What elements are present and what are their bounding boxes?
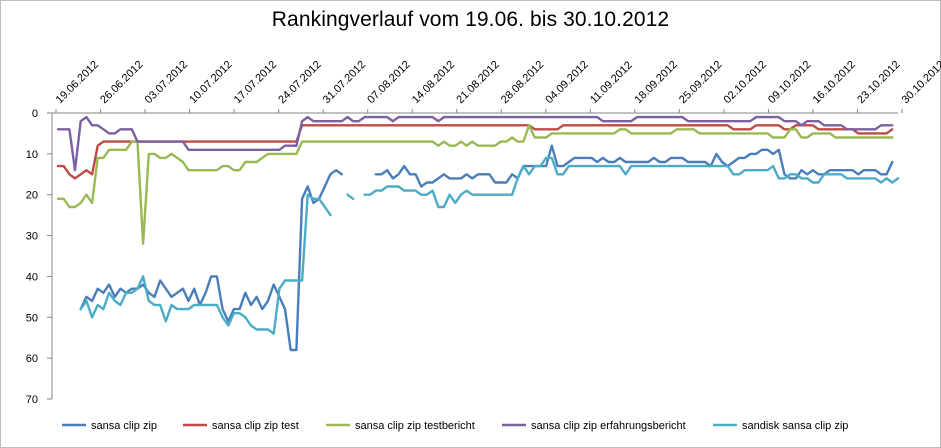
x-tick-label: 09.10.2012 xyxy=(766,59,813,106)
y-tick-label: 40 xyxy=(26,271,38,283)
y-tick-label: 60 xyxy=(26,353,38,365)
y-tick-label: 30 xyxy=(26,231,38,243)
x-tick-label: 21.08.2012 xyxy=(454,59,501,106)
series-group xyxy=(56,115,900,352)
x-tick-label: 19.06.2012 xyxy=(54,59,101,106)
y-tick-label: 50 xyxy=(26,312,38,324)
x-tick-label: 10.07.2012 xyxy=(187,59,234,106)
series-line-sansa-clip-zip xyxy=(79,144,894,352)
x-tick-label: 03.07.2012 xyxy=(143,59,190,106)
x-tick-label: 30.10.2012 xyxy=(900,59,941,106)
y-tick-label: 10 xyxy=(26,149,38,161)
x-tick-label: 24.07.2012 xyxy=(276,59,323,106)
x-tick-label: 17.07.2012 xyxy=(232,59,279,106)
x-tick-label: 31.07.2012 xyxy=(321,59,368,106)
legend: sansa clip zip sansa clip zip test sansa c… xyxy=(62,420,848,432)
x-tick-label: 23.10.2012 xyxy=(855,59,902,106)
x-tick-label: 02.10.2012 xyxy=(722,59,769,106)
x-tick-label: 18.09.2012 xyxy=(632,59,679,106)
y-tick-label: 20 xyxy=(26,190,38,202)
legend-label: sansa clip zip xyxy=(91,420,157,432)
x-tick-label: 04.09.2012 xyxy=(543,59,590,106)
x-tick-label: 25.09.2012 xyxy=(677,59,724,106)
legend-label: sansa clip zip erfahrungsbericht xyxy=(531,420,686,432)
legend-label: sansa clip zip testbericht xyxy=(355,420,475,432)
chart-title: Rankingverlauf vom 19.06. bis 30.10.2012 xyxy=(271,8,670,31)
x-tick-label: 11.09.2012 xyxy=(588,59,635,106)
y-axis: 0 10 20 30 40 50 60 70 xyxy=(26,108,53,406)
legend-label: sansa clip zip test xyxy=(212,420,299,432)
series-line-sandisk-sansa-clip-zip xyxy=(79,156,900,335)
x-axis: 19.06.201226.06.201203.07.201210.07.2012… xyxy=(52,59,941,114)
x-tick-label: 16.10.2012 xyxy=(811,59,858,106)
y-tick-label: 70 xyxy=(26,394,38,406)
x-tick-label: 28.08.2012 xyxy=(499,59,546,106)
series-line-sansa-clip-zip-testbericht xyxy=(56,124,894,245)
x-tick-label: 07.08.2012 xyxy=(365,59,412,106)
series-line-sansa-clip-zip-erfahrungsbericht xyxy=(56,115,894,172)
x-tick-label: 26.06.2012 xyxy=(98,59,145,106)
y-tick-label: 0 xyxy=(32,108,38,120)
x-tick-label: 14.08.2012 xyxy=(410,59,457,106)
legend-label: sandisk sansa clip zip xyxy=(742,420,848,432)
series-line-sansa-clip-zip-test xyxy=(56,124,894,180)
